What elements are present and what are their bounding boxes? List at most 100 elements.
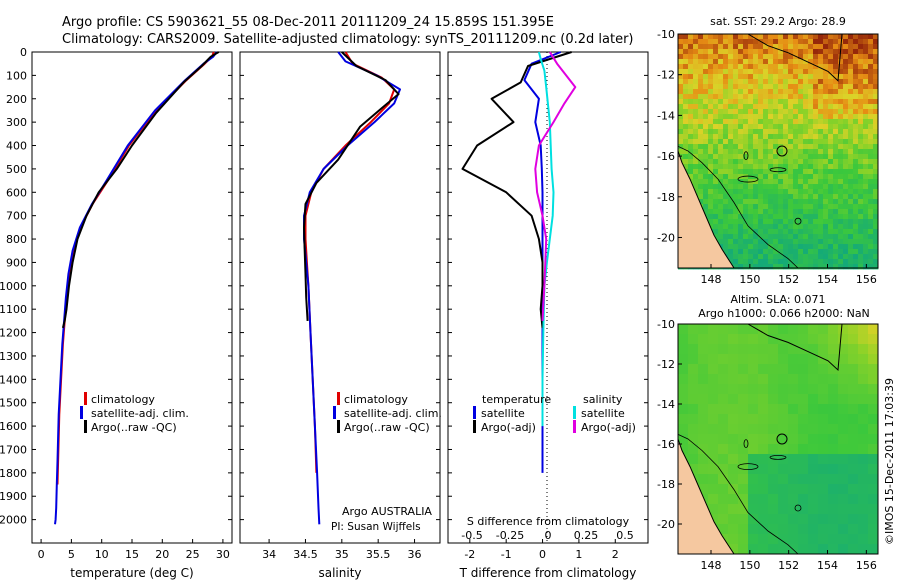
sst-cell [823,129,829,135]
sst-cell [818,64,824,70]
sst-cell [698,104,704,110]
sst-cell [808,59,814,65]
sst-cell [823,104,829,110]
sst-cell [818,129,824,135]
sst-cell [683,84,689,90]
sst-cell [863,159,869,165]
sst-cell [828,79,834,85]
sst-cell [808,249,814,255]
temperature-profile-panel: 0100200300400500600700800900100011001200… [0,46,233,580]
sst-cell [838,89,844,95]
sst-cell [788,64,794,70]
sla-cell [848,454,859,465]
sst-cell [823,49,829,55]
sla-cell [748,334,759,345]
sst-cell [823,219,829,225]
sla-cell [788,534,799,545]
sst-cell [803,44,809,50]
sst-cell [743,69,749,75]
sst-cell [803,224,809,230]
sst-cell [723,169,729,175]
sst-cell [813,254,819,260]
sst-cell [798,239,804,245]
sst-cell [733,84,739,90]
sst-cell [833,129,839,135]
sst-cell [793,139,799,145]
sst-island [743,151,749,161]
sst-cell [698,149,704,155]
sst-cell [683,134,689,140]
sst-cell [773,79,779,85]
sst-cell [843,129,849,135]
sla-cell [758,454,769,465]
sla-cell [828,334,839,345]
sst-cell [723,239,729,245]
sla-cell [748,364,759,375]
sst-cell [793,154,799,160]
sst-cell [838,119,844,125]
sst-cell [738,99,744,105]
sla-cell [778,394,789,405]
sla-cell [698,454,709,465]
sst-cell [838,144,844,150]
sst-cell [843,79,849,85]
sst-cell [868,179,874,185]
sst-cell [753,44,759,50]
sst-cell [708,84,714,90]
sla-cell [738,354,749,365]
sst-cell [773,124,779,130]
sla-cell [678,344,689,355]
sst-cell [748,109,754,115]
sst-cell [768,154,774,160]
sst-cell [823,254,829,260]
sst-cell [858,199,864,205]
sst-cell [728,39,734,45]
sst-cell [748,34,754,40]
sst-cell [743,144,749,150]
sst-cell [848,164,854,170]
sst-cell [788,179,794,185]
sla-cell [788,464,799,475]
sst-cell [838,249,844,255]
sst-cell [743,184,749,190]
sst-cell [693,34,699,40]
sst-cell [748,239,754,245]
sst-cell [733,49,739,55]
sst-cell [828,149,834,155]
difference-series-line [534,51,577,321]
depth-tick-label: 700 [6,210,27,223]
sst-cell [743,64,749,70]
sst-cell [808,114,814,120]
depth-axis: 0100200300400500600700800900100011001200… [0,46,232,527]
sst-cell [818,94,824,100]
sst-cell [808,124,814,130]
sla-cell [788,424,799,435]
sla-cell [778,494,789,505]
sst-cell [848,129,854,135]
sst-cell [708,74,714,80]
sst-cell [748,144,754,150]
sla-cell [838,424,849,435]
sst-cell [678,99,684,105]
sst-cell [873,134,879,140]
sst-cell [798,99,804,105]
sst-cell [728,239,734,245]
sla-cell [848,444,859,455]
sst-cell [683,94,689,100]
sst-cell [873,84,879,90]
sst-cell [818,99,824,105]
sst-cell [773,69,779,75]
sst-cell [738,124,744,130]
sla-cell [708,434,719,445]
sst-cell [738,159,744,165]
sst-cell [783,124,789,130]
sst-cell [708,164,714,170]
sst-cell [868,39,874,45]
salinity-series-line [303,51,401,525]
sst-cell [873,249,879,255]
sst-cell [703,49,709,55]
salinity-x-tick-label: 35 [335,548,349,561]
sst-cell [738,164,744,170]
sla-cell [738,454,749,465]
sst-cell [818,104,824,110]
